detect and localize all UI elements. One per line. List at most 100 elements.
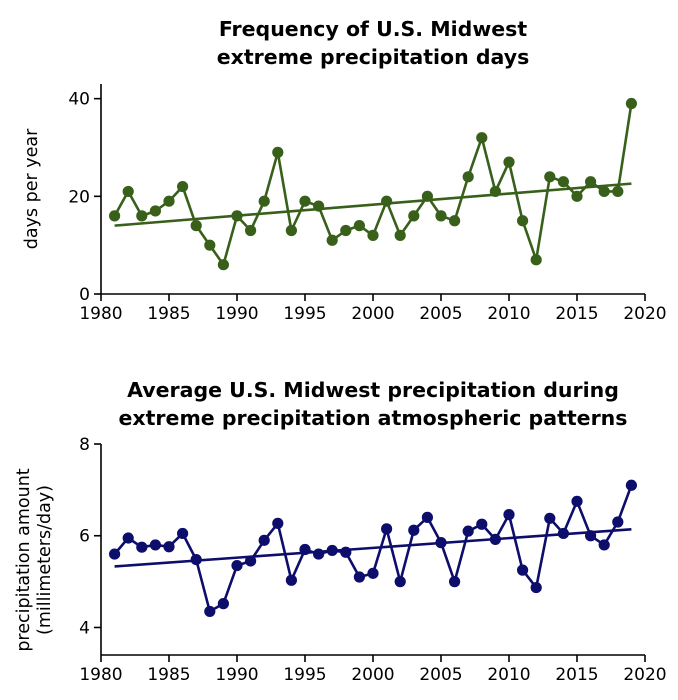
- chart-bottom-x-tick-label: 1985: [147, 665, 190, 685]
- chart-bottom-data-point: [503, 509, 515, 521]
- chart-top-data-point: [177, 180, 189, 193]
- chart-bottom-title-line-1: Average U.S. Midwest precipitation durin…: [127, 378, 619, 402]
- chart-bottom-data-point: [136, 541, 148, 553]
- chart-top-x-tick-label: 2010: [487, 304, 530, 324]
- chart-bottom-data-point: [408, 524, 420, 536]
- chart-top-data-point: [258, 195, 270, 207]
- chart-top-data-point: [285, 224, 297, 237]
- chart-top-data-point: [612, 185, 624, 198]
- chart-bottom-data-point: [462, 525, 474, 537]
- chart-bottom-data-point: [231, 559, 243, 572]
- chart-top-data-point: [503, 156, 515, 168]
- chart-bottom-x-tick-label: 1995: [283, 665, 326, 685]
- chart-bottom-data-point: [544, 512, 556, 524]
- chart-top-data-point: [421, 190, 433, 202]
- chart-top-title-line-1: Frequency of U.S. Midwest: [219, 17, 528, 41]
- chart-top-data-point: [217, 259, 229, 271]
- chart-top-data-point: [109, 210, 121, 222]
- chart-bottom-data-point: [258, 534, 270, 546]
- chart-bottom-data-point: [217, 598, 229, 610]
- chart-bottom-data-point: [612, 516, 624, 528]
- chart-top-trend-line: [114, 182, 632, 227]
- chart-bottom-data-point: [517, 564, 529, 576]
- chart-top-y-axis-label: days per year: [22, 128, 42, 249]
- chart-top-y-tick-label: 20: [68, 187, 90, 207]
- chart-top-data-point: [585, 176, 597, 188]
- chart-bottom-x-tick-label: 2000: [351, 665, 394, 685]
- chart-bottom-data-point: [557, 527, 570, 540]
- chart-top-data-point: [122, 185, 134, 198]
- chart-top-data-point: [476, 132, 488, 144]
- chart-bottom-title-line-2: extreme precipitation atmospheric patter…: [119, 406, 628, 430]
- chart-bottom-data-point: [585, 530, 597, 542]
- chart-top-data-point: [231, 210, 243, 222]
- chart-bottom-data-point: [177, 527, 189, 540]
- chart-bottom-data-point: [122, 532, 134, 544]
- chart-top-x-tick-label: 2015: [555, 304, 598, 324]
- chart-top-data-point: [204, 239, 216, 251]
- chart-bottom-data-point: [204, 605, 216, 618]
- chart-top-data-point: [544, 171, 556, 183]
- chart-bottom-data-point: [272, 517, 284, 529]
- chart-top-data-point: [435, 210, 447, 222]
- chart-bottom-data-point: [435, 537, 447, 549]
- chart-bottom-x-tick-label: 2015: [555, 665, 598, 685]
- chart-bottom: Average U.S. Midwest precipitation durin…: [14, 378, 667, 685]
- chart-top-data-point: [408, 210, 420, 222]
- chart-bottom-data-point: [353, 571, 365, 583]
- chart-top-data-point: [340, 224, 352, 237]
- chart-top-y-tick-label: 0: [79, 285, 90, 305]
- chart-bottom-data-point: [285, 574, 297, 586]
- chart-bottom-x-tick-label: 1980: [79, 665, 122, 685]
- chart-bottom-data-point: [109, 548, 121, 560]
- chart-top-data-point: [462, 171, 474, 183]
- chart-top-data-point: [245, 224, 257, 237]
- chart-top-data-point: [625, 97, 638, 110]
- chart-top-data-point: [326, 234, 338, 246]
- chart-top-data-point: [190, 220, 202, 232]
- chart-top-data-point: [381, 195, 393, 207]
- chart-top-x-tick-label: 2020: [623, 304, 666, 324]
- chart-top-data-point: [353, 220, 365, 232]
- chart-top-data-point: [571, 190, 583, 202]
- chart-top-data-point: [367, 229, 379, 241]
- chart-top-data-point: [530, 254, 542, 266]
- chart-top-data-point: [598, 185, 610, 198]
- chart-bottom-y-tick-label: 6: [79, 527, 90, 547]
- chart-top-data-point: [394, 229, 406, 241]
- chart-bottom-x-tick-label: 2005: [419, 665, 462, 685]
- chart-bottom-data-point: [449, 576, 461, 588]
- chart-top-x-tick-label: 2000: [351, 304, 394, 324]
- chart-bottom-y-tick-label: 8: [79, 435, 90, 455]
- chart-bottom-data-point: [421, 511, 433, 523]
- chart-bottom-data-point: [326, 544, 338, 557]
- chart-bottom-x-tick-label: 2010: [487, 665, 530, 685]
- chart-bottom-data-point: [394, 576, 406, 588]
- chart-top-data-point: [517, 215, 529, 227]
- chart-top-data-point: [149, 205, 161, 217]
- chart-bottom-data-point: [163, 541, 175, 553]
- chart-bottom-y-tick-label: 4: [79, 618, 90, 638]
- chart-bottom-data-point: [476, 518, 488, 530]
- chart-top-data-point: [313, 200, 325, 212]
- chart-top-data-point: [299, 195, 311, 207]
- chart-bottom-data-point: [299, 543, 311, 556]
- chart-top-x-tick-label: 1990: [215, 304, 258, 324]
- chart-bottom-x-tick-label: 1990: [215, 665, 258, 685]
- chart-top-y-tick-label: 40: [68, 90, 90, 110]
- chart-bottom-y-axis-label-line-2: (millimeters/day): [35, 485, 55, 635]
- chart-top: Frequency of U.S. Midwest extreme precip…: [22, 17, 667, 324]
- chart-top-x-tick-label: 1980: [79, 304, 122, 324]
- chart-top-data-point: [163, 195, 175, 207]
- chart-bottom-data-point: [190, 553, 202, 566]
- chart-bottom-data-point: [530, 581, 542, 594]
- chart-bottom-data-point: [489, 533, 501, 546]
- chart-top-x-tick-label: 1985: [147, 304, 190, 324]
- chart-bottom-data-point: [367, 567, 379, 579]
- chart-top-x-tick-label: 1995: [283, 304, 326, 324]
- chart-bottom-data-point: [245, 555, 257, 567]
- chart-top-data-point: [489, 185, 501, 198]
- chart-bottom-x-tick-label: 2020: [623, 665, 666, 685]
- chart-top-x-tick-label: 2005: [419, 304, 462, 324]
